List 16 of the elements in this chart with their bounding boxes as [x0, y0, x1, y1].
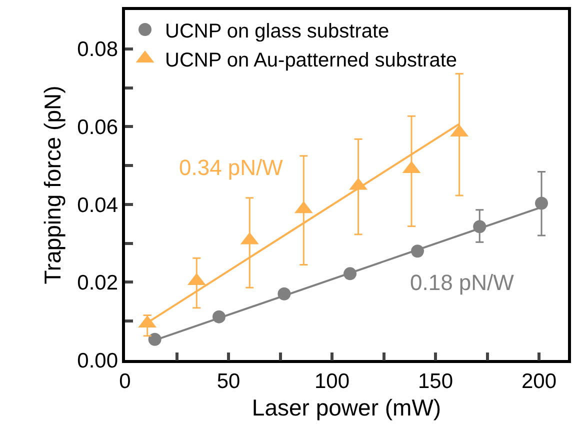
- text: 0.00: [77, 349, 118, 372]
- annotation: 0.18 pN/W: [410, 270, 514, 295]
- y-tick-label: 0.04: [77, 194, 118, 217]
- annotation: 0.34 pN/W: [179, 155, 284, 180]
- x-tick-label: 0: [119, 370, 131, 393]
- y-tick-label: 0.02: [77, 272, 118, 295]
- x-axis-title: Laser power (mW): [252, 394, 442, 421]
- x-tick-label: 50: [216, 370, 240, 393]
- y-tick-label: 0.08: [77, 38, 118, 62]
- x-tick-label: 200: [521, 370, 557, 393]
- y-axis-title: Trapping force (pN): [40, 86, 66, 284]
- legend-label: UCNP on glass substrate: [165, 20, 390, 42]
- legend-label: UCNP on Au-patterned substrate: [165, 49, 458, 72]
- x-tick-label: 100: [314, 370, 350, 393]
- y-tick-label: 0.06: [77, 116, 118, 140]
- x-tick-label: 150: [418, 370, 454, 393]
